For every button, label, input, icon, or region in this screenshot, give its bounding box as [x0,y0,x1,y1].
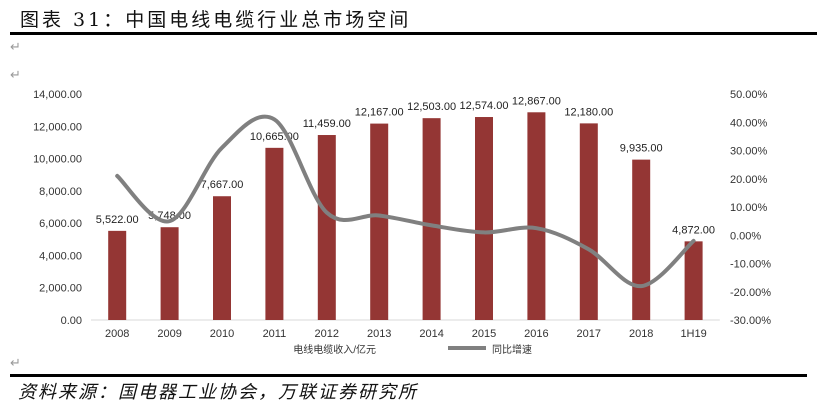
right-axis-tick: -20.00% [730,287,771,299]
left-axis-tick: 12,000.00 [33,121,82,133]
bar [527,112,546,320]
bar [475,117,493,320]
x-axis-tick: 2013 [367,328,391,340]
x-axis-tick: 2008 [105,328,129,340]
bar [108,230,127,320]
right-axis-tick: 50.00% [730,89,768,101]
bar [265,147,284,320]
bar [370,123,389,320]
figure-title: 图表 31：中国电线电缆行业总市场空间 [20,9,412,31]
x-axis-tick: 2012 [315,328,339,340]
left-axis-tick: 2,000.00 [39,283,82,295]
title-rule [10,32,817,35]
bar-data-label: 4,872.00 [672,224,715,236]
return-mark: ↵ [10,40,21,55]
bar [632,159,651,320]
bar [317,135,336,320]
right-axis-tick: -30.00% [730,315,771,327]
right-axis-tick: 30.00% [730,146,768,158]
right-axis-tick: 40.00% [730,117,768,129]
right-axis-tick: 10.00% [730,202,768,214]
x-axis-tick: 2010 [210,328,234,340]
x-axis-tick: 2015 [472,328,496,340]
x-axis-tick: 1H19 [680,328,706,340]
bar-data-label: 5,522.00 [96,214,139,226]
left-axis-tick: 4,000.00 [39,250,82,262]
x-axis-tick: 2017 [577,328,601,340]
legend-swatch-growth [448,346,486,350]
left-axis-tick: 14,000.00 [33,89,82,101]
left-axis-tick: 10,000.00 [33,154,82,166]
bar-data-label: 11,459.00 [303,118,351,130]
bar-data-label: 9,935.00 [620,143,663,155]
bar-data-label: 12,574.00 [460,100,509,112]
return-mark: ↵ [10,68,21,83]
source-note: 资料来源：国电器工业协会，万联证券研究所 [18,382,418,403]
x-axis-tick: 2011 [263,328,287,340]
legend-label-revenue: 电线电缆收入/亿元 [293,343,376,356]
left-axis-tick: 0.00 [61,315,82,327]
bar-data-label: 12,867.00 [512,95,561,107]
right-axis-tick: 20.00% [730,174,768,186]
bar-data-label: 12,180.00 [564,106,613,118]
bar-data-label: 12,167.00 [355,107,404,119]
left-axis-tick: 6,000.00 [39,218,82,230]
return-mark: ↵ [10,356,21,371]
bar [684,241,703,320]
right-axis-tick: -10.00% [730,259,771,271]
right-axis-tick: 0.00% [730,230,761,242]
chart: 0.00 2,000.00 4,000.00 6,000.00 8,000.00 10,0… [33,89,771,356]
growth-rate-line [115,114,696,289]
x-axis-tick: 2009 [157,328,181,340]
bar [579,123,598,320]
x-axis-tick: 2016 [524,328,548,340]
legend-label-growth: 同比增速 [492,343,532,356]
x-axis-tick: 2014 [419,328,443,340]
left-axis-tick: 8,000.00 [39,186,82,198]
source-rule [10,374,807,377]
bar-data-label: 7,667.00 [201,179,244,191]
bar [422,118,441,320]
bar [160,227,179,320]
x-axis-tick: 2018 [629,328,653,340]
bar [213,196,231,320]
bar-data-label: 12,503.00 [407,101,456,113]
